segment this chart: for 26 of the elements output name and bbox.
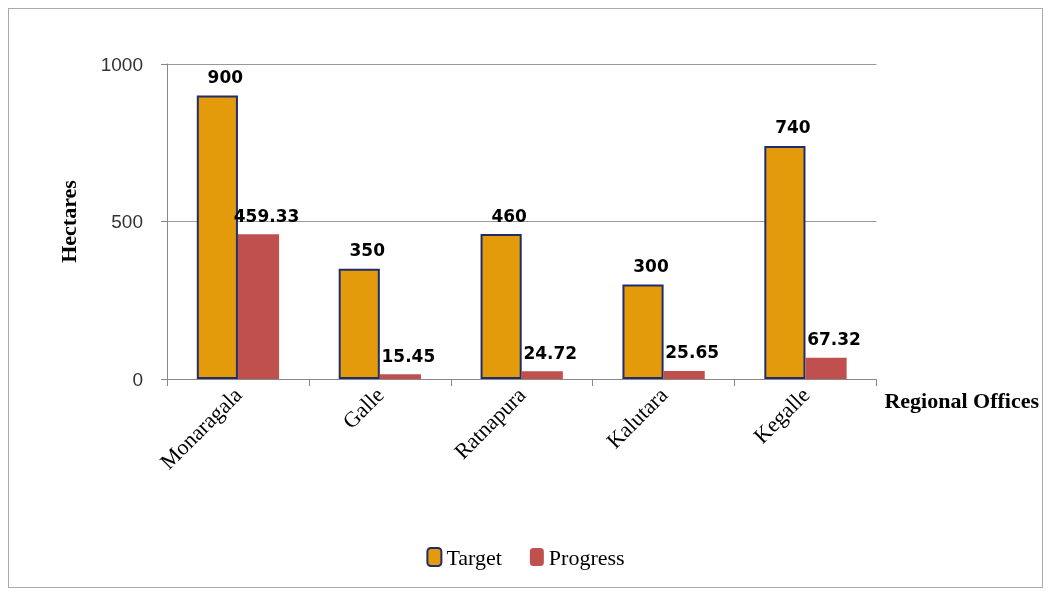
x-tick-label: Galle [337,382,389,434]
bar [805,357,847,379]
bar [622,284,664,379]
legend-label: Progress [548,544,625,570]
data-label: 350 [349,240,386,261]
y-tick-label: 1000 [100,53,143,75]
data-label: 67.32 [807,329,861,350]
y-tick-label: 500 [111,211,143,232]
bar [480,234,522,379]
data-label: 25.65 [665,342,720,363]
bar [764,145,806,379]
data-label: 460 [491,205,528,226]
legend-label: Target [446,544,502,570]
y-axis-title: Hectares [55,179,81,263]
bar [237,234,280,379]
data-label: 300 [633,256,669,276]
data-label: 24.72 [523,342,578,363]
data-label: 740 [775,117,811,138]
data-label: 15.45 [381,345,436,366]
x-axis-title: Regional Offices [884,387,1040,413]
data-label: 900 [207,67,244,87]
bar [338,268,380,379]
y-tick-label: 0 [132,368,143,390]
bar [663,370,705,379]
bar [521,371,563,379]
bar [379,374,421,379]
